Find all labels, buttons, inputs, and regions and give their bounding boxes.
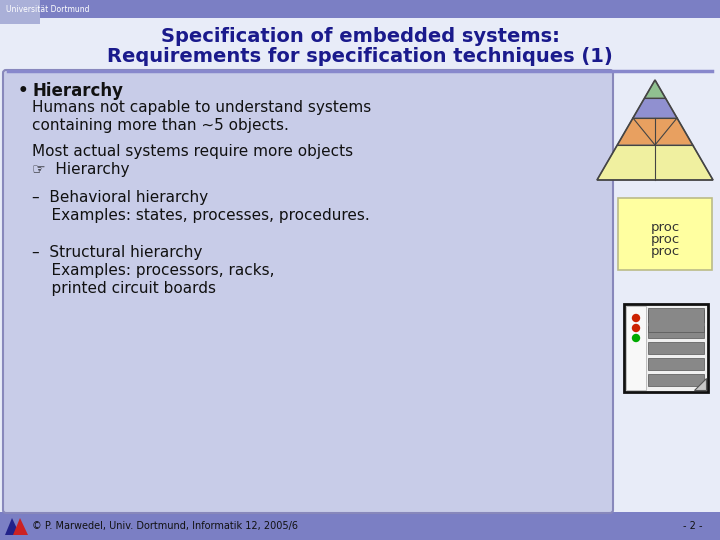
- Text: Hierarchy: Hierarchy: [32, 82, 123, 100]
- Text: ☞  Hierarchy: ☞ Hierarchy: [32, 162, 130, 177]
- Text: proc: proc: [650, 246, 680, 259]
- FancyBboxPatch shape: [0, 512, 720, 540]
- Text: proc: proc: [650, 233, 680, 246]
- Text: Humans not capable to understand systems: Humans not capable to understand systems: [32, 100, 372, 115]
- FancyBboxPatch shape: [0, 0, 720, 512]
- FancyBboxPatch shape: [0, 0, 40, 24]
- Text: proc: proc: [650, 221, 680, 234]
- Polygon shape: [633, 98, 677, 118]
- Text: –  Structural hierarchy: – Structural hierarchy: [32, 245, 202, 260]
- Text: Requirements for specification techniques (1): Requirements for specification technique…: [107, 46, 613, 65]
- FancyBboxPatch shape: [648, 358, 704, 370]
- FancyBboxPatch shape: [648, 326, 704, 338]
- Text: Examples: processors, racks,: Examples: processors, racks,: [32, 263, 274, 278]
- FancyBboxPatch shape: [648, 374, 704, 386]
- FancyBboxPatch shape: [648, 310, 704, 322]
- Polygon shape: [644, 80, 665, 98]
- Text: •: •: [18, 82, 29, 100]
- FancyBboxPatch shape: [0, 0, 720, 18]
- Polygon shape: [617, 118, 693, 145]
- Circle shape: [632, 325, 639, 332]
- Polygon shape: [597, 145, 713, 180]
- Text: containing more than ~5 objects.: containing more than ~5 objects.: [32, 118, 289, 133]
- FancyBboxPatch shape: [648, 342, 704, 354]
- Text: Universität Dortmund: Universität Dortmund: [6, 4, 89, 14]
- Text: © P. Marwedel, Univ. Dortmund, Informatik 12, 2005/6: © P. Marwedel, Univ. Dortmund, Informati…: [32, 521, 298, 531]
- FancyBboxPatch shape: [3, 70, 613, 513]
- Polygon shape: [5, 518, 20, 535]
- Polygon shape: [694, 378, 706, 390]
- FancyBboxPatch shape: [618, 198, 712, 270]
- Text: - 2 -: - 2 -: [683, 521, 703, 531]
- Text: Most actual systems require more objects: Most actual systems require more objects: [32, 144, 353, 159]
- Circle shape: [632, 334, 639, 341]
- FancyBboxPatch shape: [624, 304, 708, 392]
- FancyBboxPatch shape: [648, 308, 704, 332]
- Text: Specification of embedded systems:: Specification of embedded systems:: [161, 26, 559, 45]
- FancyBboxPatch shape: [626, 306, 646, 390]
- Circle shape: [632, 314, 639, 321]
- Text: Examples: states, processes, procedures.: Examples: states, processes, procedures.: [32, 208, 370, 223]
- Polygon shape: [13, 518, 28, 535]
- Text: –  Behavioral hierarchy: – Behavioral hierarchy: [32, 190, 208, 205]
- Text: printed circuit boards: printed circuit boards: [32, 281, 216, 296]
